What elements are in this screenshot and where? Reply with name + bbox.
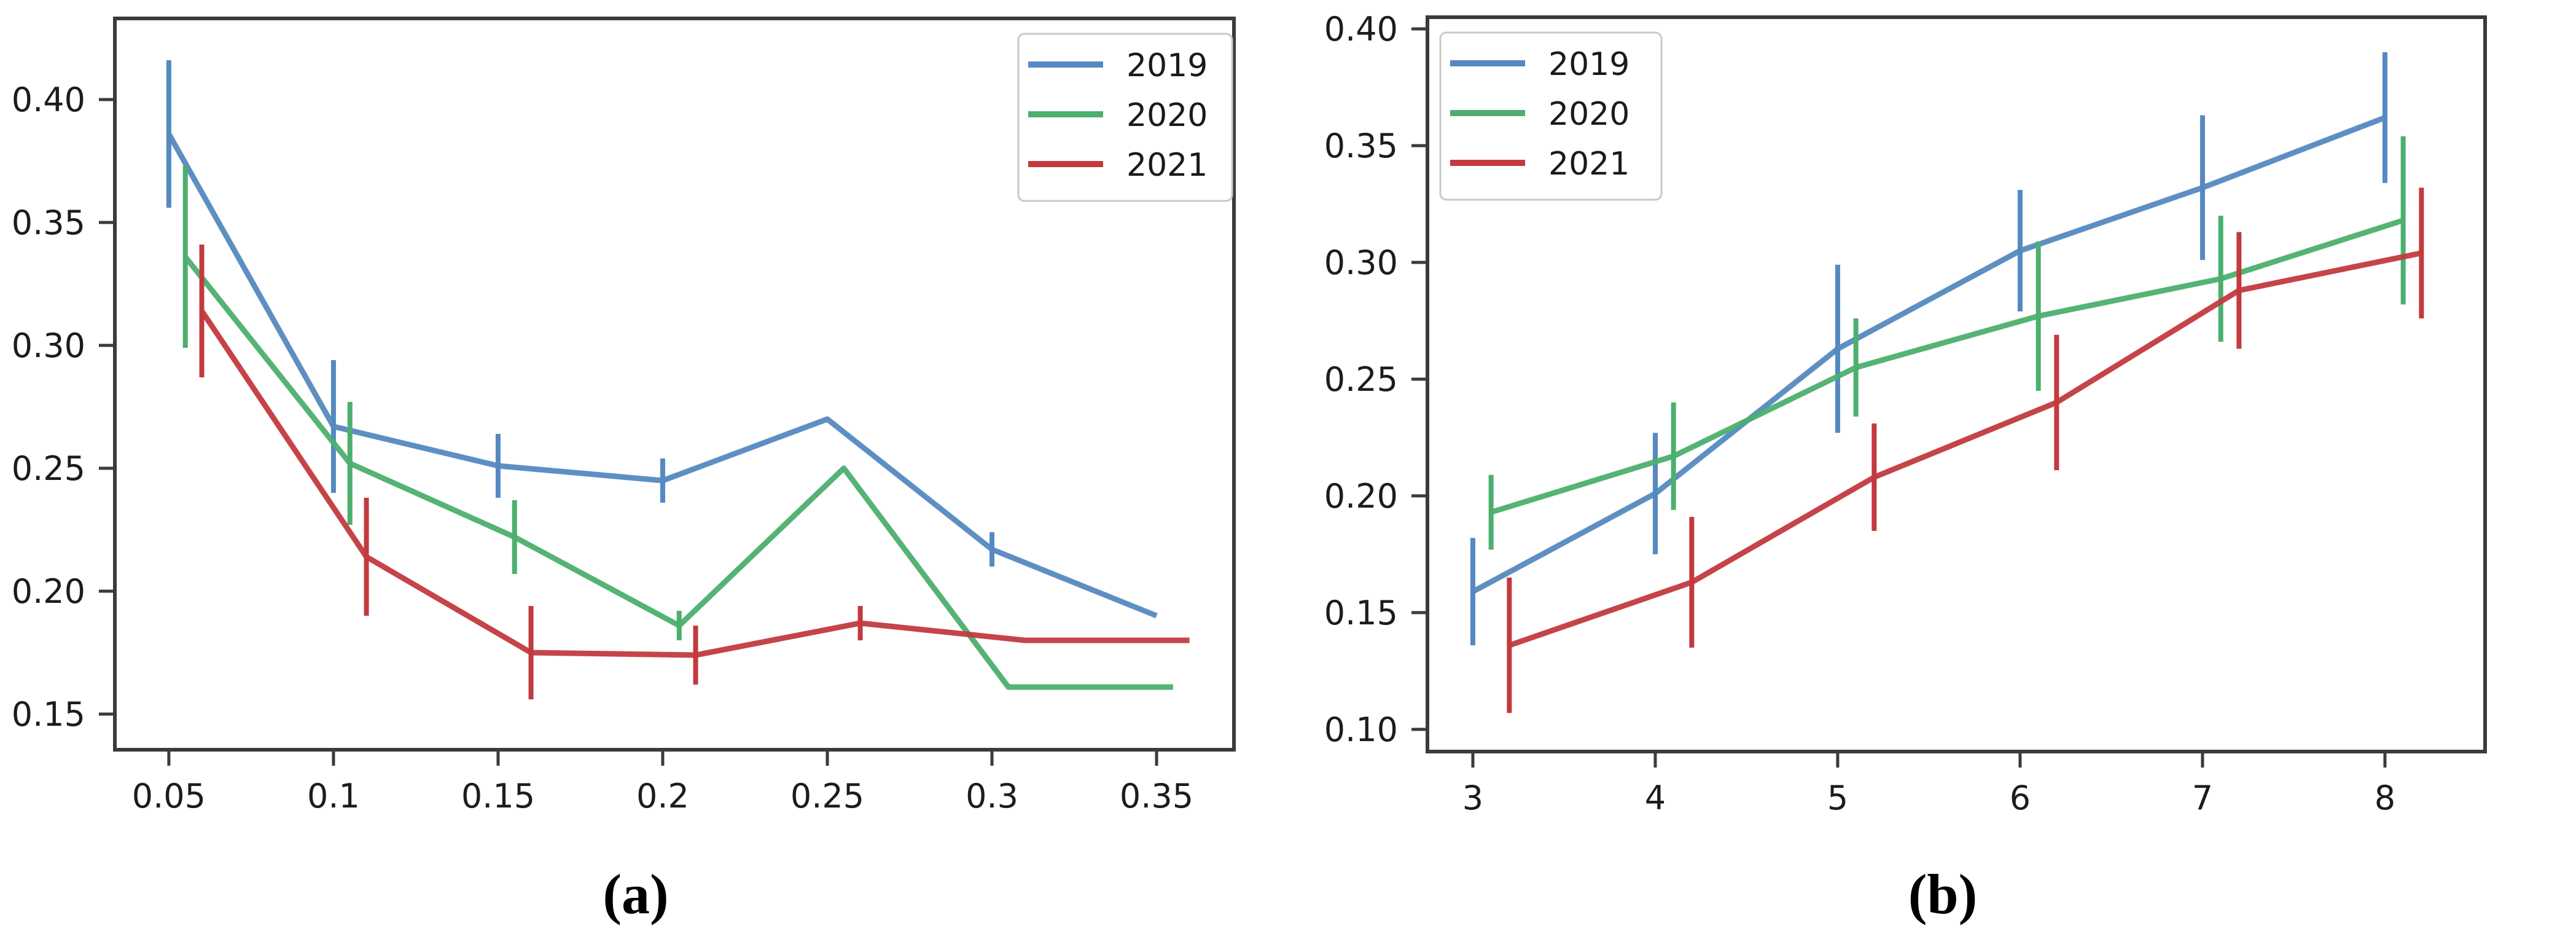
x-tick-label: 8 (2375, 779, 2395, 817)
y-tick-label: 0.40 (12, 81, 85, 119)
plot-border-a (113, 17, 1236, 752)
y-tick-label: 0.15 (1324, 594, 1398, 632)
x-tick-label: 0.25 (790, 777, 864, 815)
x-tick-label: 0.05 (132, 777, 206, 815)
x-tick-label: 3 (1462, 779, 1483, 817)
y-tick-label: 0.10 (1324, 710, 1398, 749)
series-line-2019 (166, 132, 1158, 619)
x-tick-label: 7 (2192, 779, 2213, 817)
caption-b: (b) (1908, 863, 1978, 925)
plot-border-b (1426, 15, 2487, 753)
caption-a: (a) (603, 863, 669, 925)
y-tick-label: 0.20 (12, 572, 85, 611)
figure-canvas: 0.05 0.1 0.15 0.2 0.25 0.3 0.35 0.15 0.20 0.25 0.3… (12, 10, 2487, 817)
y-tick-label: 0.30 (1324, 243, 1398, 282)
legend-box-b (1439, 31, 1663, 201)
series-line-2020 (183, 255, 1173, 690)
x-tick-label: 0.2 (636, 777, 689, 815)
legend-box-a (1017, 33, 1233, 202)
legend-label-2019: 2019 (1126, 47, 1208, 84)
x-tick-label: 4 (1645, 779, 1666, 817)
y-tick-label: 0.15 (12, 695, 85, 734)
legend-label-2019: 2019 (1548, 46, 1630, 83)
y-tick-label: 0.20 (1324, 477, 1398, 516)
series-line-2021 (1508, 250, 2422, 648)
x-tick-label: 0.35 (1120, 777, 1193, 815)
y-tick-label: 0.25 (12, 449, 85, 488)
legend-label-2020: 2020 (1548, 96, 1630, 133)
x-tick-label: 5 (1827, 779, 1848, 817)
series-line-2020 (1490, 218, 2404, 515)
y-tick-label: 0.25 (1324, 360, 1398, 399)
x-tick-label: 0.3 (966, 777, 1018, 815)
y-tick-label: 0.30 (12, 326, 85, 365)
y-tick-label: 0.35 (12, 203, 85, 242)
x-tick-label: 6 (2010, 779, 2031, 817)
x-tick-label: 0.1 (307, 777, 360, 815)
y-tick-label: 0.35 (1324, 127, 1398, 165)
x-tick-label: 0.15 (461, 777, 535, 815)
y-tick-label: 0.40 (1324, 10, 1398, 49)
legend-label-2021: 2021 (1548, 146, 1630, 183)
legend-label-2020: 2020 (1126, 97, 1208, 134)
series-line-2019 (1471, 115, 2386, 594)
series-line-2021 (199, 309, 1190, 658)
legend-label-2021: 2021 (1126, 147, 1208, 184)
